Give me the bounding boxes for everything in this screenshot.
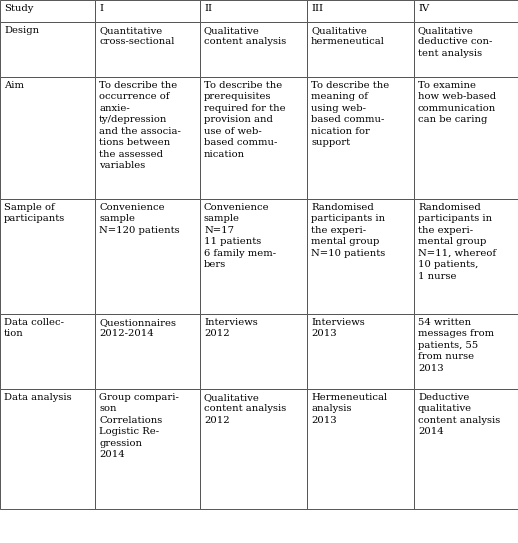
- Bar: [95, 199, 200, 314]
- Text: Qualitative
deductive con-
tent analysis: Qualitative deductive con- tent analysis: [418, 26, 493, 58]
- Bar: [414, 199, 518, 314]
- Bar: [200, 199, 307, 314]
- Text: Interviews
2012: Interviews 2012: [204, 318, 258, 338]
- Text: Deductive
qualitative
content analysis
2014: Deductive qualitative content analysis 2…: [418, 393, 500, 437]
- Bar: [200, 389, 307, 509]
- Bar: [95, 22, 200, 77]
- Bar: [307, 199, 414, 314]
- Bar: [200, 0, 307, 22]
- Bar: [307, 0, 414, 22]
- Bar: [0, 389, 95, 509]
- Bar: [0, 199, 95, 314]
- Text: Qualitative
content analysis
2012: Qualitative content analysis 2012: [204, 393, 286, 425]
- Bar: [200, 77, 307, 199]
- Text: Group compari-
son
Correlations
Logistic Re-
gression
2014: Group compari- son Correlations Logistic…: [99, 393, 179, 459]
- Text: III: III: [311, 4, 323, 13]
- Bar: [307, 389, 414, 509]
- Text: Interviews
2013: Interviews 2013: [311, 318, 365, 338]
- Bar: [0, 314, 95, 389]
- Bar: [414, 0, 518, 22]
- Text: Qualitative
hermeneutical: Qualitative hermeneutical: [311, 26, 385, 47]
- Text: I: I: [99, 4, 103, 13]
- Text: To describe the
occurrence of
anxie-
ty/depression
and the associa-
tions betwee: To describe the occurrence of anxie- ty/…: [99, 81, 181, 170]
- Bar: [200, 314, 307, 389]
- Text: Design: Design: [4, 26, 39, 35]
- Bar: [95, 389, 200, 509]
- Text: Aim: Aim: [4, 81, 24, 90]
- Bar: [307, 77, 414, 199]
- Bar: [414, 389, 518, 509]
- Text: 54 written
messages from
patients, 55
from nurse
2013: 54 written messages from patients, 55 fr…: [418, 318, 494, 373]
- Bar: [95, 0, 200, 22]
- Bar: [414, 22, 518, 77]
- Text: Randomised
participants in
the experi-
mental group
N=11, whereof
10 patients,
1: Randomised participants in the experi- m…: [418, 203, 496, 281]
- Text: Qualitative
content analysis: Qualitative content analysis: [204, 26, 286, 47]
- Text: Questionnaires
2012-2014: Questionnaires 2012-2014: [99, 318, 176, 338]
- Text: IV: IV: [418, 4, 429, 13]
- Bar: [0, 0, 95, 22]
- Text: Quantitative
cross-sectional: Quantitative cross-sectional: [99, 26, 175, 47]
- Bar: [307, 314, 414, 389]
- Bar: [307, 22, 414, 77]
- Text: Data analysis: Data analysis: [4, 393, 71, 402]
- Bar: [95, 77, 200, 199]
- Text: II: II: [204, 4, 212, 13]
- Bar: [414, 77, 518, 199]
- Text: Randomised
participants in
the experi-
mental group
N=10 patients: Randomised participants in the experi- m…: [311, 203, 385, 258]
- Bar: [200, 22, 307, 77]
- Text: Convenience
sample
N=17
11 patients
6 family mem-
bers: Convenience sample N=17 11 patients 6 fa…: [204, 203, 276, 269]
- Text: To examine
how web-based
communication
can be caring: To examine how web-based communication c…: [418, 81, 496, 124]
- Bar: [0, 22, 95, 77]
- Text: Data collec-
tion: Data collec- tion: [4, 318, 64, 338]
- Text: To describe the
meaning of
using web-
based commu-
nication for
support: To describe the meaning of using web- ba…: [311, 81, 389, 147]
- Bar: [414, 314, 518, 389]
- Bar: [95, 314, 200, 389]
- Text: Sample of
participants: Sample of participants: [4, 203, 65, 224]
- Bar: [0, 77, 95, 199]
- Text: Convenience
sample
N=120 patients: Convenience sample N=120 patients: [99, 203, 180, 235]
- Text: Study: Study: [4, 4, 33, 13]
- Text: Hermeneutical
analysis
2013: Hermeneutical analysis 2013: [311, 393, 387, 425]
- Text: To describe the
prerequisites
required for the
provision and
use of web-
based c: To describe the prerequisites required f…: [204, 81, 285, 159]
